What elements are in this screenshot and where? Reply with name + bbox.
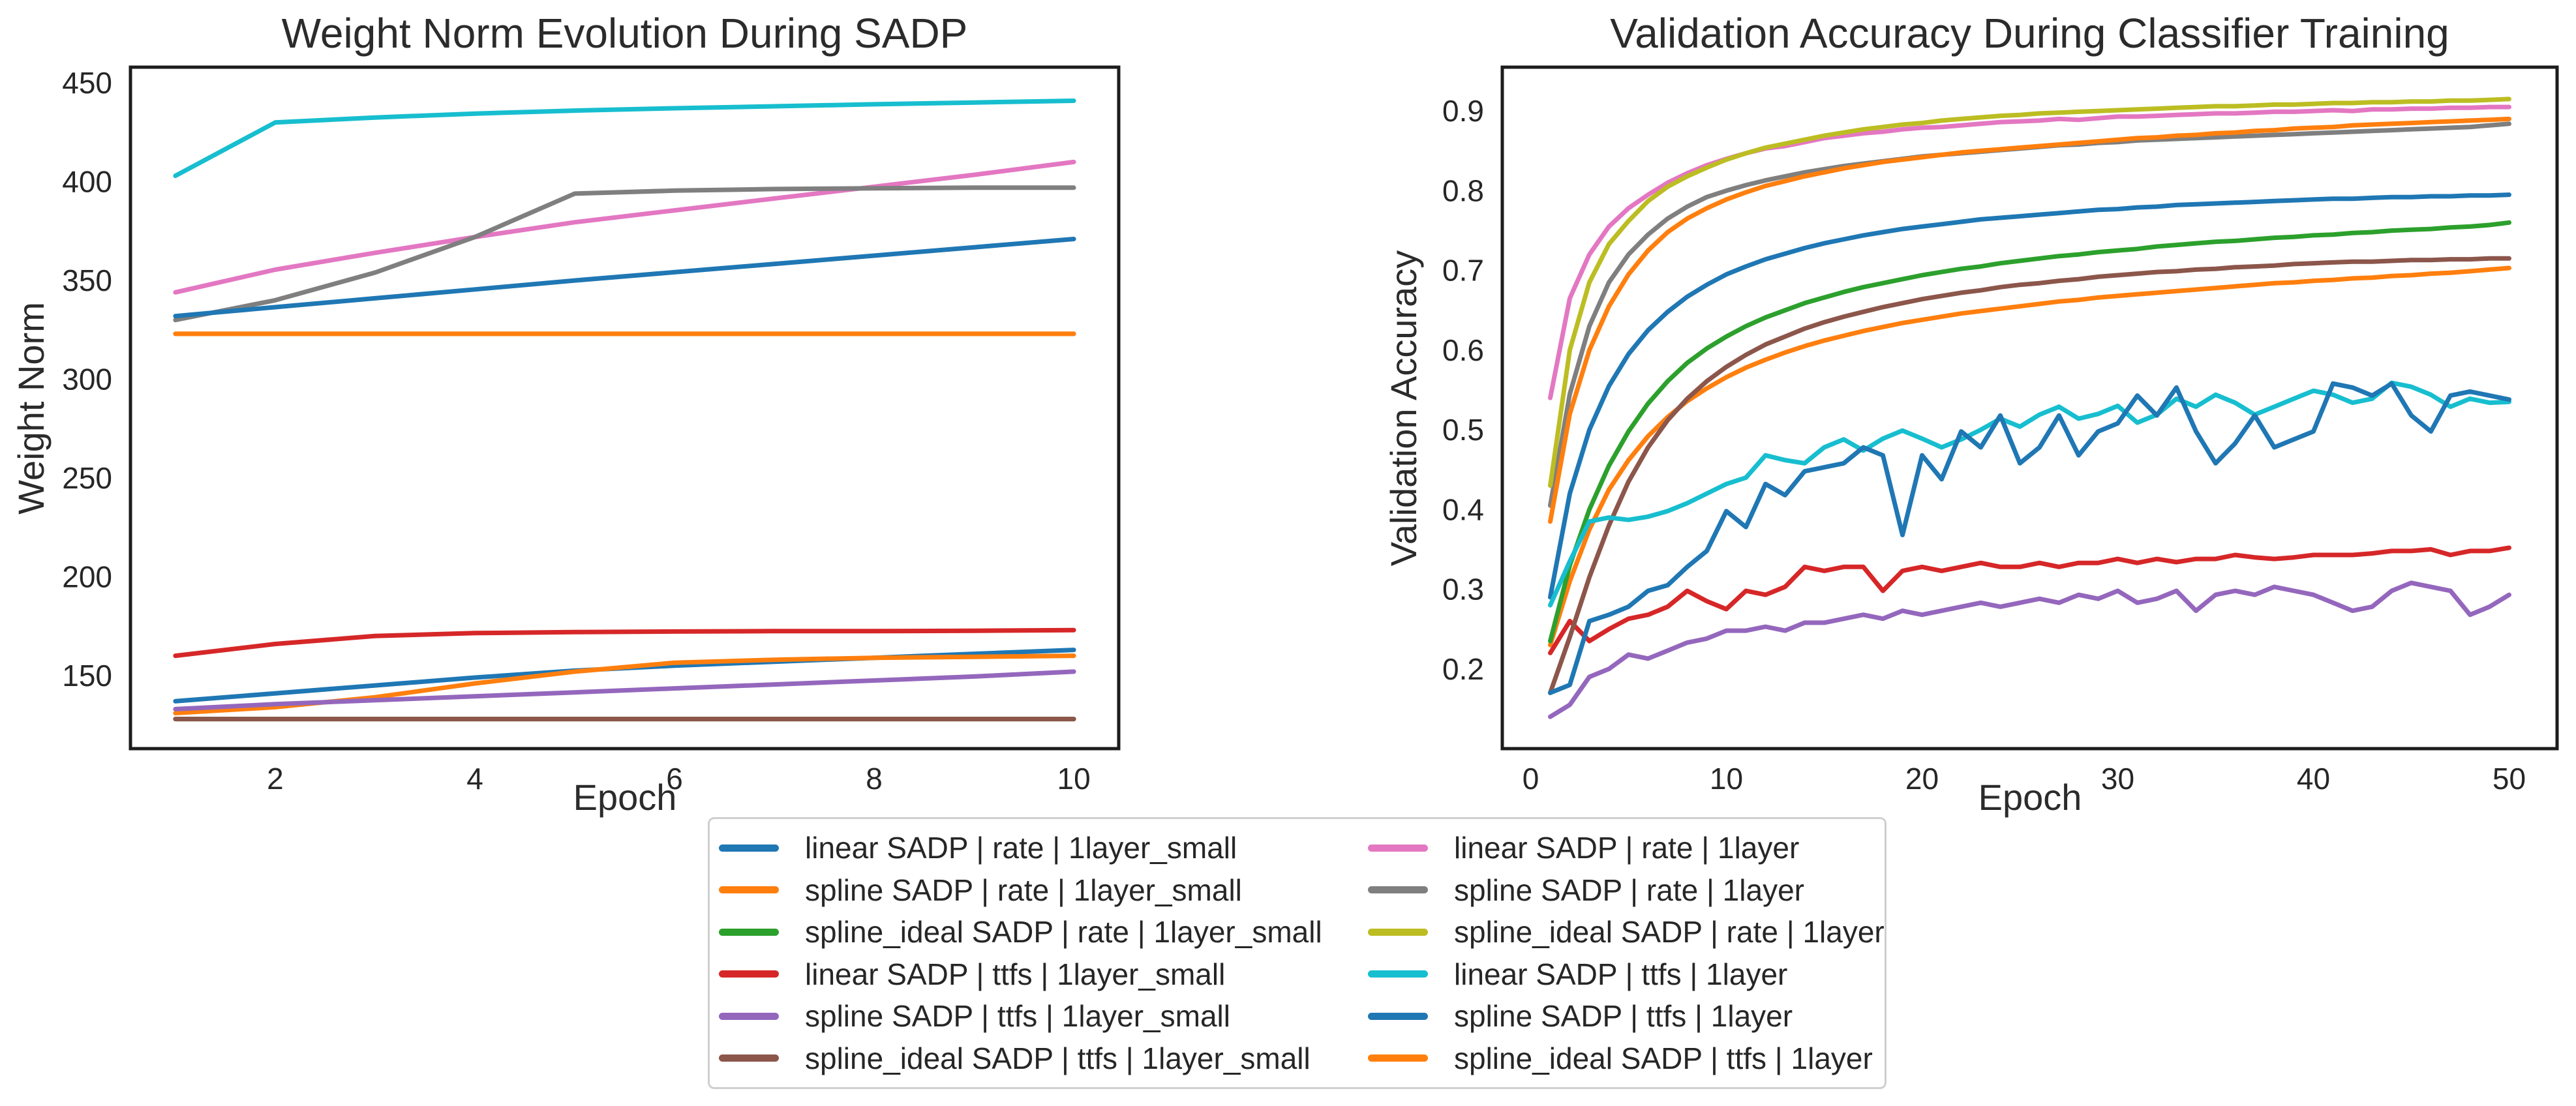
legend-item: spline SADP | rate | 1layer [1368,869,1885,912]
x-axis-tick-label: 8 [866,762,883,796]
legend-item: spline_ideal SADP | ttfs | 1layer_small [719,1038,1368,1080]
plot-border [1500,65,2559,751]
legend-swatch-icon [1368,1012,1428,1020]
y-axis-tick-label: 0.3 [1442,573,1484,606]
legend-item-label: linear SADP | rate | 1layer_small [805,831,1237,865]
legend-swatch-icon [1368,928,1428,936]
legend-item-label: spline_ideal SADP | rate | 1layer [1454,915,1885,949]
legend-swatch-icon [1368,886,1428,894]
y-axis-tick-label: 300 [62,363,112,396]
legend-item: linear SADP | ttfs | 1layer_small [719,953,1368,996]
series-line [173,627,1076,659]
x-axis-tick-label: 50 [2493,762,2526,796]
legend-item-label: spline SADP | ttfs | 1layer [1454,999,1793,1034]
x-axis-tick-label: 40 [2297,762,2330,796]
plot-border [129,65,1121,751]
series-line [173,648,1076,704]
legend-swatch-icon [719,844,779,852]
y-axis-tick-label: 450 [62,66,112,100]
legend-item: linear SADP | rate | 1layer_small [719,827,1368,869]
y-axis-tick-label: 0.6 [1442,333,1484,367]
x-axis-label-epoch-left: Epoch [573,777,677,818]
y-axis-label-weight-norm: Weight Norm [10,302,52,515]
chart-title-weight-norm: Weight Norm Evolution During SADP [281,10,968,57]
legend-item: spline_ideal SADP | rate | 1layer_small [719,911,1368,953]
legend-item-label: spline_ideal SADP | rate | 1layer_small [805,915,1322,949]
y-axis-tick-label: 0.2 [1442,652,1484,686]
legend-item: spline_ideal SADP | rate | 1layer [1368,911,1885,953]
legend-item-label: spline_ideal SADP | ttfs | 1layer [1454,1041,1873,1075]
legend-item-label: spline SADP | rate | 1layer [1454,873,1804,907]
validation-accuracy-chart: 0 10 20 30 40 500.20.30.40.50.60.70.80.9 [1442,65,2559,796]
series-line [1548,116,2511,524]
x-axis-label-epoch-right: Epoch [1978,777,2082,818]
legend-item: linear SADP | ttfs | 1layer [1368,953,1885,996]
series-line [173,653,1076,715]
y-axis-tick-label: 350 [62,263,112,297]
legend-item-label: spline_ideal SADP | ttfs | 1layer_small [805,1041,1311,1075]
y-axis-tick-label: 0.4 [1442,492,1484,526]
series-line [1548,545,2511,655]
legend-item-label: linear SADP | ttfs | 1layer_small [805,957,1226,991]
y-axis-tick-label: 0.9 [1442,94,1484,128]
legend-swatch-icon [1368,1054,1428,1062]
legend-item-label: spline SADP | rate | 1layer_small [805,873,1242,907]
series-line [1548,380,2511,608]
series-line [1548,97,2511,488]
series-line [1548,381,2511,695]
x-axis-tick-label: 2 [267,762,284,796]
y-axis-label-validation-accuracy: Validation Accuracy [1383,250,1424,567]
legend-item-label: spline SADP | ttfs | 1layer_small [805,999,1230,1034]
series-line [1548,580,2511,719]
legend-swatch-icon [719,1012,779,1020]
legend-swatch-icon [719,970,779,978]
series-line [173,237,1076,319]
y-axis-tick-label: 150 [62,659,112,693]
series-line [173,98,1076,179]
x-axis-tick-label: 0 [1523,762,1539,796]
x-axis-tick-label: 10 [1057,762,1091,796]
series-line [173,669,1076,711]
legend-swatch-icon [719,928,779,936]
y-axis-tick-label: 0.7 [1442,254,1484,288]
series-line [173,185,1076,323]
legend-swatch-icon [719,886,779,894]
y-axis-tick-label: 200 [62,560,112,594]
legend-item: spline SADP | ttfs | 1layer [1368,995,1885,1038]
series-line [1548,121,2511,508]
legend-item: spline_ideal SADP | ttfs | 1layer [1368,1038,1885,1080]
legend-item: linear SADP | rate | 1layer [1368,827,1885,869]
chart-title-validation-accuracy: Validation Accuracy During Classifier Tr… [1610,10,2449,57]
legend-swatch-icon [1368,970,1428,978]
series-line [1548,192,2511,600]
y-axis-tick-label: 250 [62,461,112,495]
legend-item-label: linear SADP | ttfs | 1layer [1454,957,1788,991]
y-axis-tick-label: 0.8 [1442,173,1484,207]
legend-item: spline SADP | ttfs | 1layer_small [719,995,1368,1038]
y-axis-tick-label: 0.5 [1442,413,1484,447]
x-axis-tick-label: 10 [1710,762,1743,796]
series-line [1548,220,2511,644]
series-line [1548,265,2511,648]
legend-swatch-icon [1368,844,1428,852]
y-axis-tick-label: 400 [62,165,112,199]
legend-item-label: linear SADP | rate | 1layer [1454,831,1800,865]
series-line [1548,104,2511,400]
legend-item: spline SADP | rate | 1layer_small [719,869,1368,912]
series-line [173,159,1076,295]
series-line [1548,256,2511,695]
legend-swatch-icon [719,1054,779,1062]
